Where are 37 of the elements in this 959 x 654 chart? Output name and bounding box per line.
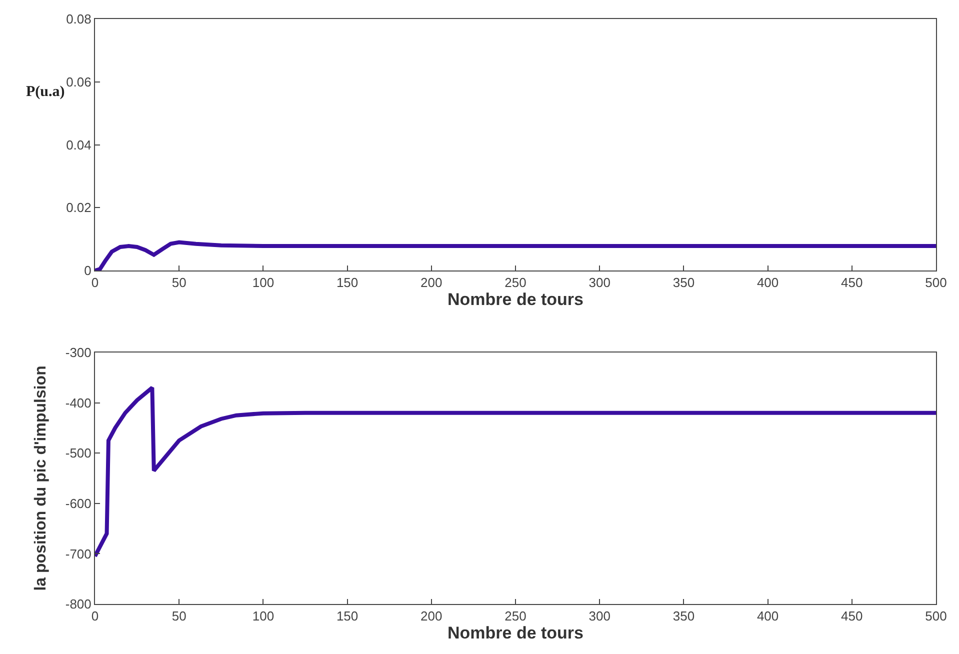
x-tick-label: 350 — [672, 608, 695, 624]
x-axis-title: Nombre de tours — [447, 624, 584, 643]
x-tick-label: 100 — [252, 608, 274, 624]
x-tick-label: 350 — [672, 275, 695, 290]
y-axis-title: P(u.a) — [26, 84, 65, 100]
y-tick-label: -700 — [65, 546, 92, 562]
line-series — [95, 386, 936, 558]
x-tick-label: 450 — [841, 608, 863, 624]
x-tick-label: 250 — [504, 275, 526, 290]
x-tick-label: 250 — [504, 608, 526, 624]
y-tick-label: -600 — [65, 496, 92, 511]
x-tick-label: 150 — [336, 608, 358, 624]
y-tick-label: -800 — [65, 596, 92, 612]
x-tick-label: 150 — [336, 275, 358, 290]
y-tick-label: 0.06 — [66, 74, 92, 90]
y-tick-label: 0.02 — [66, 200, 92, 216]
x-tick-label: 500 — [925, 275, 947, 290]
x-tick-label: 400 — [756, 275, 779, 290]
x-tick-label: 50 — [172, 275, 186, 290]
x-tick-label: 100 — [252, 275, 274, 290]
y-tick-label: -500 — [65, 446, 92, 461]
x-axis-title: Nombre de tours — [447, 290, 584, 310]
y-tick-label: -400 — [65, 395, 92, 410]
x-tick-label: 500 — [925, 608, 947, 624]
y-tick-label: -300 — [65, 345, 92, 360]
x-tick-label: 200 — [420, 275, 442, 290]
y-tick-label: 0.04 — [66, 137, 92, 152]
x-tick-label: 300 — [588, 275, 610, 290]
x-tick-label: 300 — [588, 608, 610, 624]
x-tick-label: 50 — [172, 608, 186, 624]
y-tick-label: 0.08 — [66, 12, 92, 27]
line-series — [95, 240, 936, 271]
y-tick-label: 0 — [84, 263, 92, 278]
x-tick-label: 450 — [841, 275, 863, 290]
x-tick-label: 200 — [420, 608, 442, 624]
x-tick-label: 400 — [756, 608, 779, 624]
y-axis-title: la position du pic d'impulsion — [32, 366, 50, 591]
